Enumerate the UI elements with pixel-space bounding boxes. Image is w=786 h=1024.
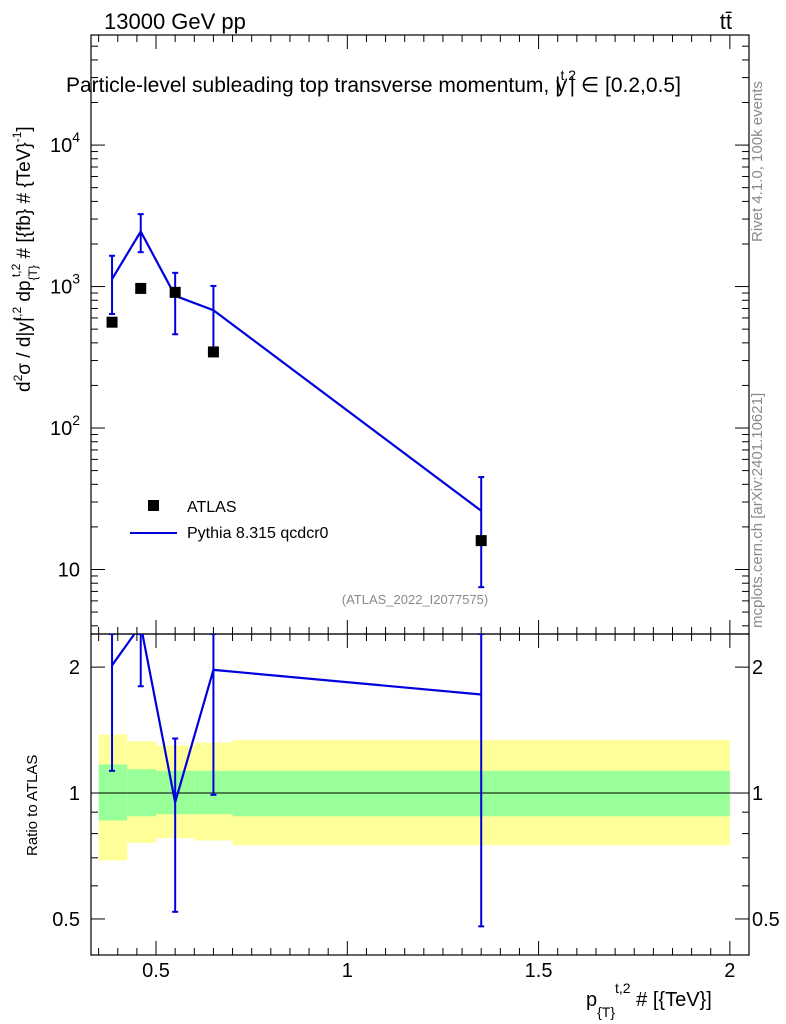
- energy-label: 13000 GeV pp: [104, 9, 246, 34]
- ratio-y-tick-label: 0.5: [52, 909, 80, 931]
- atlas-data-point: [135, 282, 147, 294]
- main-axis-ticks: 10 102 103 104: [50, 34, 749, 627]
- ratio-y-tick-label: 1: [69, 783, 80, 805]
- ratio-y-tick-label-right: 0.5: [752, 909, 780, 931]
- x-tick-label: 1: [342, 960, 353, 982]
- ratio-series-layer: [109, 634, 485, 928]
- x-axis-label: p{T}t,2 # [{TeV}]: [586, 980, 712, 1020]
- stat-uncertainty-band: [98, 764, 128, 821]
- atlas-data-point: [169, 286, 181, 298]
- ratio-uncertainty-bands: [98, 734, 730, 861]
- ratio-y-axis-label: Ratio to ATLAS: [24, 755, 41, 856]
- main-y-axis-label: d2σ / d|y|t,2 dp{T}t,2 # [{fb} # {TeV}-1…: [9, 126, 40, 392]
- legend-marker-atlas: [148, 500, 159, 511]
- y-tick-label: 10: [58, 559, 80, 581]
- atlas-data-point: [475, 535, 487, 547]
- ratio-y-tick-label-right: 1: [752, 783, 763, 805]
- ratio-axis-ticks: 0.5 1 1.5 2 0.5 0.5 1 1 2 2: [52, 35, 780, 982]
- pythia-line: [111, 229, 482, 512]
- ratio-plot-frame: [90, 633, 750, 956]
- atlas-data-point: [106, 316, 118, 328]
- ratio-y-tick-label-right: 2: [752, 657, 763, 679]
- mcplots-source-label: mcplots.cern.ch [arXiv:2401.10621]: [749, 393, 766, 628]
- ratio-y-tick-label: 2: [69, 657, 80, 679]
- atlas-data-point: [207, 346, 219, 358]
- x-tick-label: 1.5: [525, 960, 553, 982]
- y-tick-label: 104: [50, 129, 80, 157]
- main-series-layer: [106, 213, 487, 589]
- analysis-watermark: (ATLAS_2022_I2077575): [342, 592, 488, 607]
- main-title: Particle-level subleading top transverse…: [66, 67, 681, 97]
- legend-label-atlas: ATLAS: [187, 499, 237, 516]
- rivet-version-label: Rivet 4.1.0, 100k events: [749, 81, 766, 242]
- main-plot-frame: [90, 34, 750, 635]
- legend: ATLAS Pythia 8.315 qcdcr0: [130, 499, 329, 542]
- y-tick-label: 102: [50, 412, 80, 440]
- x-tick-label: 2: [724, 960, 735, 982]
- process-label: tt̄: [720, 9, 732, 34]
- legend-label-pythia: Pythia 8.315 qcdcr0: [187, 525, 329, 542]
- y-tick-label: 103: [50, 271, 80, 299]
- x-tick-label: 0.5: [142, 960, 170, 982]
